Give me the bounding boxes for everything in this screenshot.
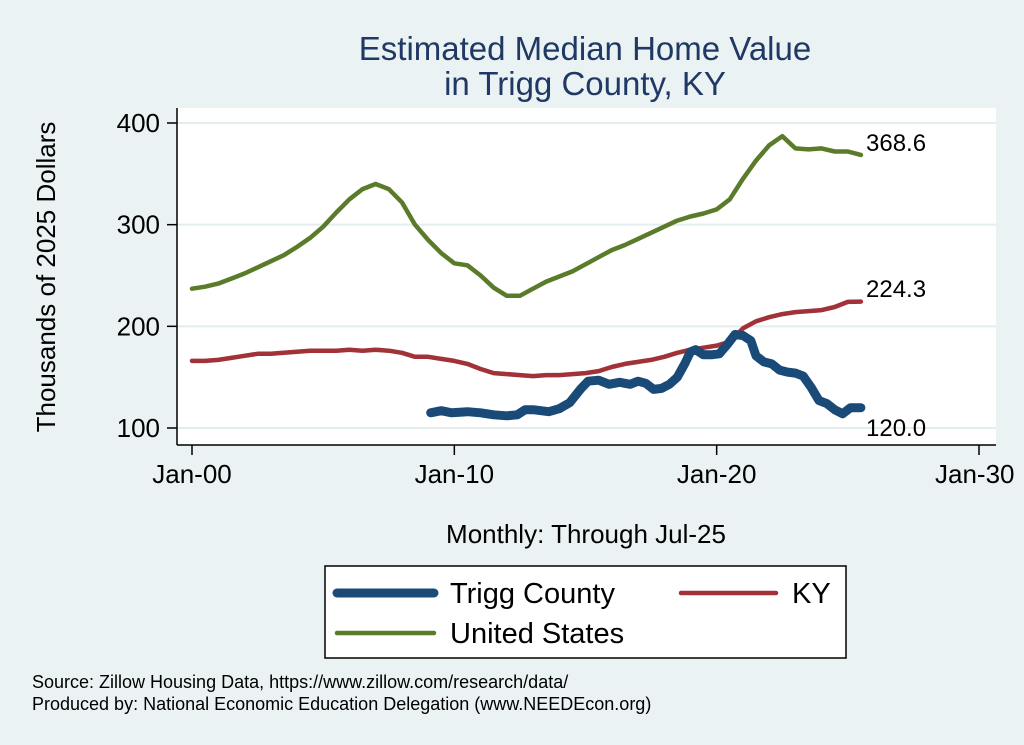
- gridlines: [178, 122, 996, 429]
- source-note: Source: Zillow Housing Data, https://www…: [32, 672, 568, 692]
- legend-label-united-states: United States: [450, 618, 624, 650]
- end-label-ky: 224.3: [866, 276, 926, 303]
- legend-label-trigg-county: Trigg County: [450, 578, 615, 610]
- x-tick-label: Jan-10: [415, 459, 495, 489]
- y-tick-label: 200: [117, 311, 160, 341]
- legend-label-ky: KY: [792, 578, 831, 610]
- x-tick-label: Jan-30: [935, 459, 1015, 489]
- chart-title-line-1: Estimated Median Home Value: [359, 30, 811, 67]
- y-axis-ticks: 100 200 300 400: [117, 108, 177, 443]
- x-axis-label: Monthly: Through Jul-25: [446, 519, 726, 549]
- chart-title-line-2: in Trigg County, KY: [444, 65, 726, 102]
- x-axis-ticks: Jan-00 Jan-10 Jan-20 Jan-30: [152, 445, 1015, 489]
- legend-box: [324, 565, 847, 659]
- series-line-ky: [189, 299, 864, 379]
- series-layer: [189, 133, 866, 421]
- end-labels: 120.0 224.3 368.6: [866, 130, 926, 442]
- x-tick-label: Jan-20: [677, 459, 757, 489]
- producer-note: Produced by: National Economic Education…: [32, 694, 651, 714]
- series-line-trigg-county: [426, 330, 866, 421]
- y-tick-label: 100: [117, 413, 160, 443]
- end-label-trigg-county: 120.0: [866, 415, 926, 442]
- x-tick-label: Jan-00: [152, 459, 232, 489]
- y-tick-label: 400: [117, 108, 160, 138]
- legend: Trigg County KY United States: [332, 578, 831, 650]
- y-tick-label: 300: [117, 210, 160, 240]
- y-axis-label: Thousands of 2025 Dollars: [31, 122, 61, 433]
- series-line-united-states: [189, 133, 864, 299]
- end-label-united-states: 368.6: [866, 130, 926, 157]
